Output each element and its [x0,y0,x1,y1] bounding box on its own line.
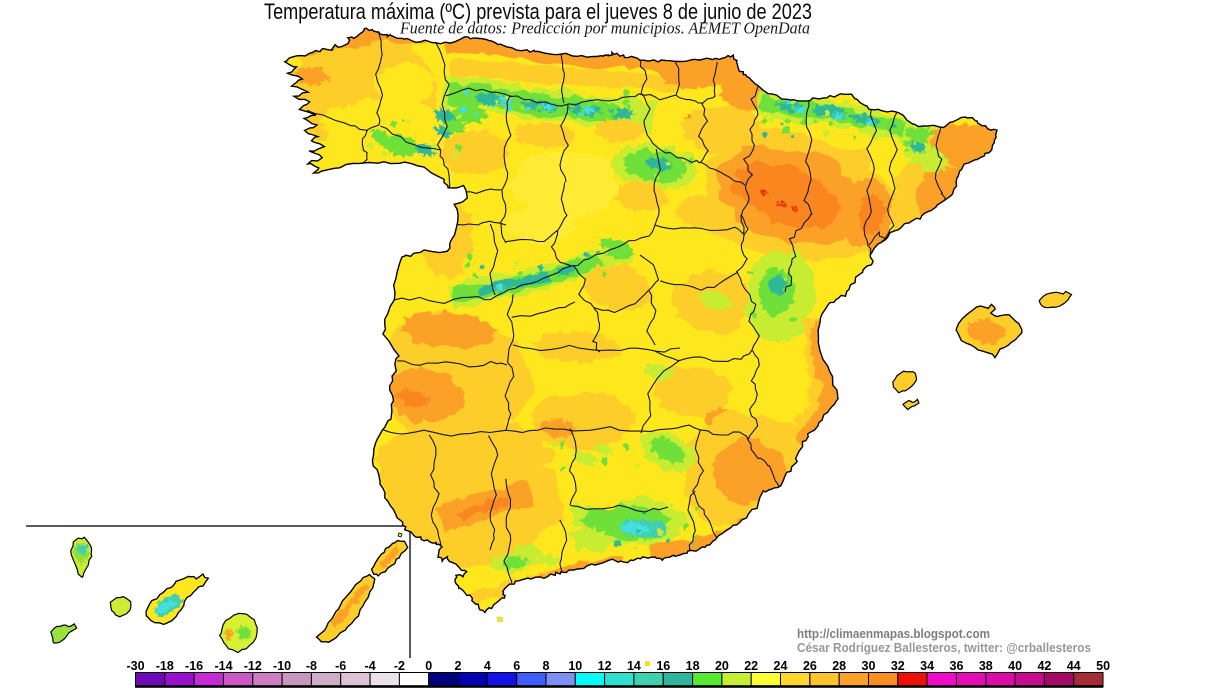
svg-text:César Rodríguez Ballesteros, t: César Rodríguez Ballesteros, twitter: @c… [797,641,1091,655]
svg-text:36: 36 [950,659,964,673]
svg-text:34: 34 [920,659,934,673]
svg-text:6: 6 [513,659,520,673]
svg-text:14: 14 [627,659,641,673]
svg-text:38: 38 [979,659,993,673]
svg-text:10: 10 [568,659,582,673]
svg-text:http://climaenmapas.blogspot.c: http://climaenmapas.blogspot.com [797,627,990,641]
svg-text:12: 12 [598,659,612,673]
svg-text:16: 16 [656,659,670,673]
svg-text:32: 32 [891,659,905,673]
svg-text:-6: -6 [335,659,346,673]
svg-text:Fuente de datos: Predicción po: Fuente de datos: Predicción por municipi… [399,19,810,38]
svg-text:42: 42 [1037,659,1051,673]
svg-text:18: 18 [686,659,700,673]
svg-text:30: 30 [862,659,876,673]
svg-text:0: 0 [425,659,432,673]
svg-text:-18: -18 [156,659,174,673]
svg-text:20: 20 [715,659,729,673]
svg-text:-2: -2 [394,659,405,673]
svg-text:26: 26 [803,659,817,673]
svg-text:-4: -4 [365,659,376,673]
svg-text:-12: -12 [244,659,262,673]
svg-text:44: 44 [1067,659,1081,673]
svg-text:40: 40 [1008,659,1022,673]
svg-text:24: 24 [774,659,788,673]
svg-text:22: 22 [744,659,758,673]
svg-text:-16: -16 [185,659,203,673]
svg-text:8: 8 [543,659,550,673]
svg-text:2: 2 [455,659,462,673]
svg-text:Temperatura máxima (ºC) previs: Temperatura máxima (ºC) prevista para el… [264,0,812,24]
svg-text:28: 28 [832,659,846,673]
svg-text:-14: -14 [214,659,232,673]
svg-text:-8: -8 [306,659,317,673]
svg-text:4: 4 [484,659,491,673]
svg-text:-30: -30 [126,659,144,673]
svg-text:50: 50 [1096,659,1110,673]
svg-text:-10: -10 [273,659,291,673]
